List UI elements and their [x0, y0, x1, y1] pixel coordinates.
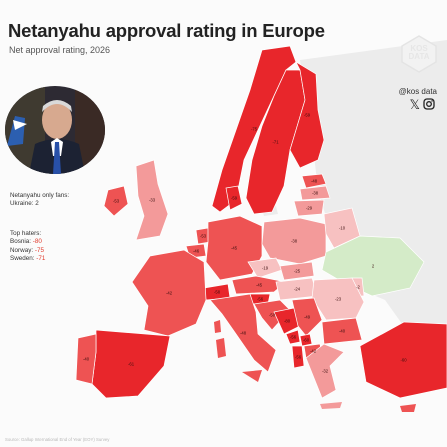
value-label-romania: -23: [335, 297, 342, 302]
value-label-belarus: -10: [339, 226, 346, 231]
haters-item: Norway: -75: [10, 246, 44, 254]
sardinia-island: [216, 338, 226, 358]
country-germany: [205, 215, 263, 281]
value-label-lithuania: -29: [306, 206, 313, 211]
haters-item: Bosnia: -80: [10, 238, 42, 246]
logo-text: KOS DATA: [408, 44, 430, 61]
haters-item: Sweden: -71: [10, 254, 46, 262]
cyprus-island: [400, 404, 416, 412]
country-turkey: [359, 321, 447, 399]
crete-island: [320, 402, 342, 409]
kos-data-logo: KOS DATA: [399, 34, 439, 74]
fans-heading: Netanyahu only fans:: [10, 192, 70, 199]
fans-item: Ukraine: 2: [10, 200, 39, 207]
value-label-portugal: -40: [83, 357, 90, 362]
country-italy: [209, 293, 277, 373]
value-label-ireland: -53: [113, 199, 120, 204]
value-label-poland: -38: [291, 239, 298, 244]
country-france: [131, 249, 207, 337]
country-bulgaria: [321, 317, 363, 345]
value-label-czechia: -19: [262, 266, 269, 271]
netanyahu-portrait: [5, 86, 105, 174]
value-label-uk: -33: [149, 198, 156, 203]
value-label-germany: -45: [231, 246, 238, 251]
value-label-macedonia: -42: [310, 349, 317, 354]
country-greece: [305, 343, 345, 399]
country-montenegro: [285, 329, 301, 345]
country-lithuania: [293, 199, 325, 217]
country-albania: [291, 345, 305, 369]
value-label-switzerland: -58: [214, 290, 221, 295]
value-label-albania: -56: [295, 355, 302, 360]
value-label-ukraine: 2: [372, 264, 375, 269]
country-norway: [211, 45, 297, 213]
sicily-island: [242, 370, 262, 382]
value-label-estonia: -48: [311, 179, 318, 184]
country-poland: [261, 217, 327, 265]
value-label-france: -42: [166, 291, 173, 296]
haters-note: Top haters: Bosnia: -80 Norway: -75 Swed…: [10, 230, 45, 263]
value-label-spain: -61: [128, 362, 135, 367]
country-serbia: [291, 297, 323, 337]
country-kosovo: [299, 333, 313, 347]
brand-handle: @kos data: [398, 87, 437, 96]
value-label-hungary: -24: [294, 287, 301, 292]
page-title: Netanyahu approval rating in Europe: [8, 20, 325, 41]
value-label-denmark: -59: [231, 196, 238, 201]
country-finland: [289, 61, 325, 169]
value-label-norway: -75: [251, 127, 258, 132]
value-label-finland: -59: [304, 113, 311, 118]
x-icon[interactable]: 𝕏: [409, 97, 420, 112]
country-ireland: [103, 185, 129, 217]
value-label-bosnia: -80: [284, 319, 291, 324]
country-uk: [135, 159, 169, 241]
country-latvia: [299, 185, 331, 201]
value-label-italy: -48: [240, 331, 247, 336]
value-label-sweden: -71: [272, 140, 279, 145]
social-icons: 𝕏: [410, 98, 435, 113]
value-label-netherlands: -53: [200, 234, 207, 239]
country-portugal: [75, 333, 97, 385]
value-label-latvia: -38: [312, 191, 319, 196]
country-slovakia: [279, 261, 315, 281]
value-label-slovakia: -25: [294, 269, 301, 274]
source-note: Source: Gallup International End of Year…: [5, 437, 110, 442]
value-label-croatia: -50: [269, 313, 276, 318]
value-label-bulgaria: -40: [339, 329, 346, 334]
value-label-austria: -45: [256, 283, 263, 288]
value-label-turkey: -60: [400, 358, 407, 363]
fans-note: Netanyahu only fans: Ukraine: 2: [10, 192, 69, 208]
value-label-slovenia: -56: [257, 297, 264, 302]
value-label-serbia: -49: [304, 315, 311, 320]
value-label-moldova: -2: [356, 285, 360, 290]
haters-heading: Top haters:: [10, 230, 42, 237]
instagram-icon[interactable]: [423, 98, 435, 113]
page-subtitle: Net approval rating, 2026: [9, 45, 111, 55]
logo-badge-icon: [401, 35, 437, 73]
value-label-belgium: -46: [193, 249, 200, 254]
corsica-island: [214, 320, 221, 333]
country-denmark: [225, 185, 243, 211]
country-estonia: [301, 173, 327, 189]
value-label-greece: -32: [322, 369, 329, 374]
value-label-kosovo: -60: [303, 338, 310, 343]
value-label-montenegro: -56: [290, 335, 297, 340]
